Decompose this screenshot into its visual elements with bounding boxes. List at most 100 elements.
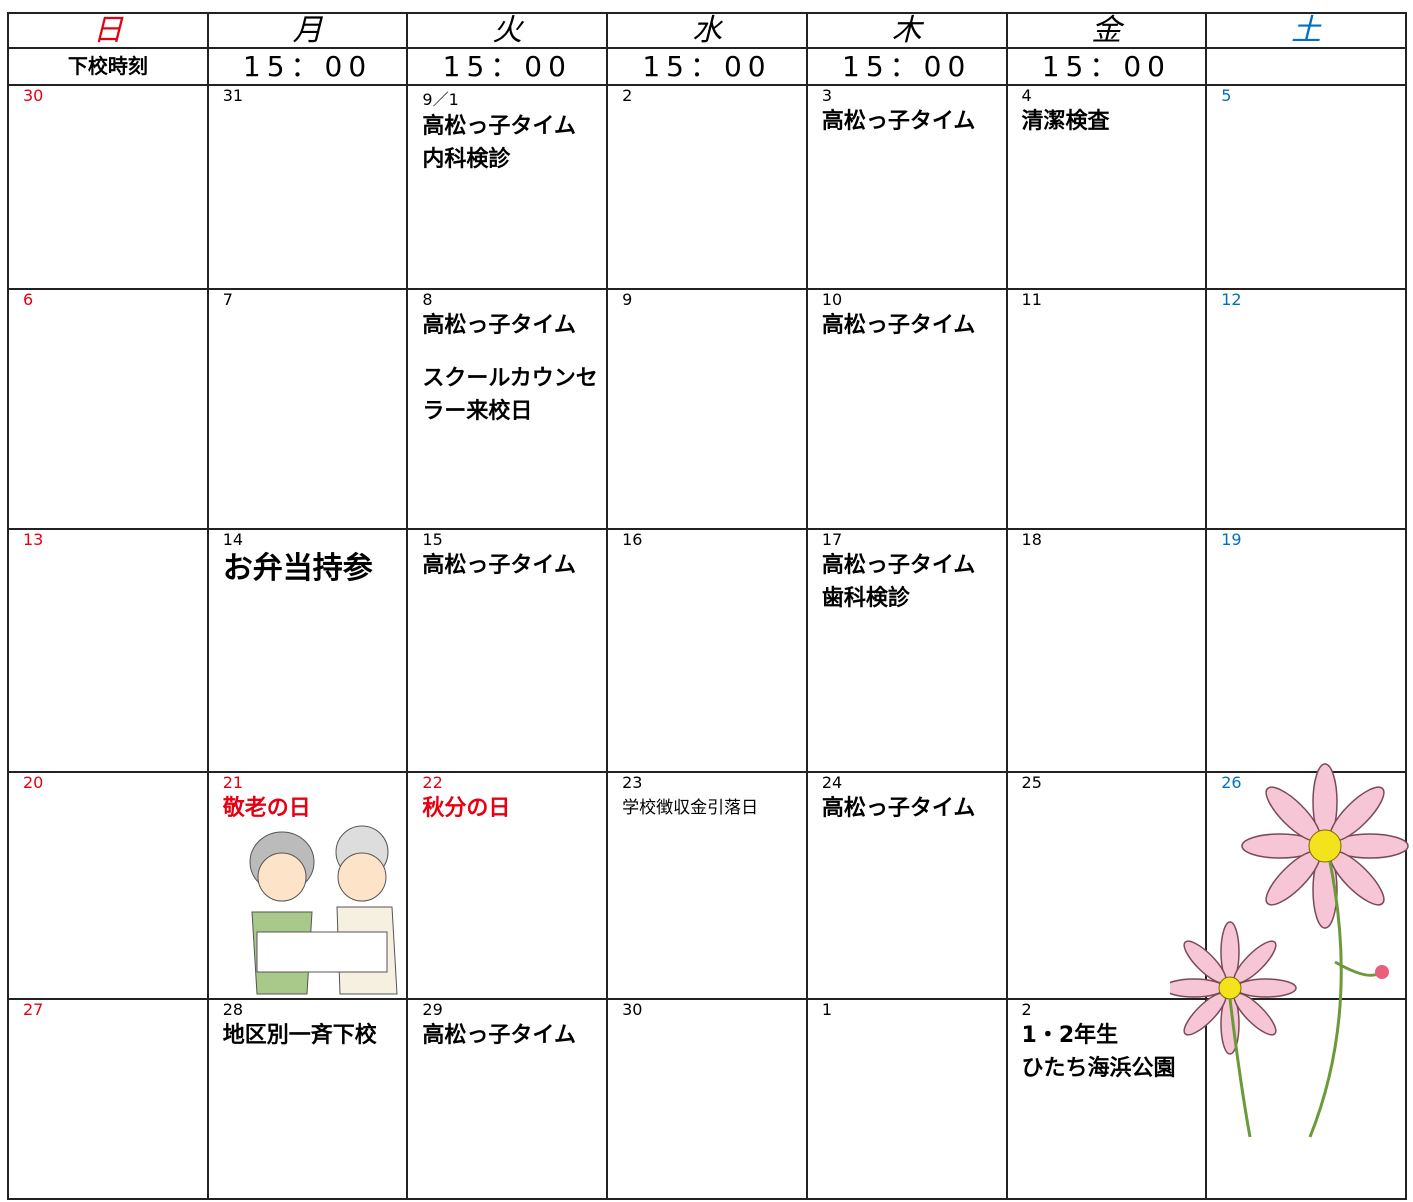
week-row: 6 7 8 高松っ子タイムスクールカウンセラー来校日 9 10 高松っ子タイム 11 12 [7,288,1407,530]
event: 清潔検査 [1021,109,1110,134]
day-cell: 18 [1005,528,1208,773]
weekday-header: 日 [7,12,209,49]
date: 26 [1221,773,1242,792]
event: 高松っ子タイム [821,796,976,821]
event: 秋分の日 [422,796,511,821]
date: 20 [23,773,44,792]
date: 11 [1021,290,1042,309]
day-cell: 2 1・2年生ひたち海浜公園 [1005,998,1208,1200]
day-cell: 31 [206,84,409,290]
day-cell: 10 高松っ子タイム [805,288,1008,530]
day-cell: 24 高松っ子タイム [805,771,1008,1000]
day-cell: 15 高松っ子タイム [406,528,609,773]
date: 2 [622,86,633,105]
dismissal-time: 15：00 [606,47,808,86]
day-cell: 14 お弁当持参 [206,528,409,773]
day-cell: 3 高松っ子タイム [805,84,1008,290]
dismissal-time: 15：00 [805,47,1008,86]
day-cell: 25 [1005,771,1208,1000]
weekday-header: 金 [1005,12,1208,49]
event: 高松っ子タイム [821,109,976,134]
weekday-header: 火 [406,12,609,49]
calendar: 日月火水木金土下校時刻 15：00 15：00 15：00 15：00 15：00 30 31… [7,12,1407,1200]
weekday-header: 水 [606,12,808,49]
day-cell: 11 [1005,288,1208,530]
event: 高松っ子タイム [422,114,576,139]
day-cell: 2 [606,84,808,290]
weekday-header: 土 [1205,12,1407,49]
date: 14 [222,530,244,549]
event: 高松っ子タイム [422,1023,576,1048]
weekday-header: 月 [206,12,409,49]
date: 13 [23,530,44,549]
day-cell: 9／1 高松っ子タイム 内科検診 [406,84,609,290]
day-cell: 30 [7,84,209,290]
event: スクールカウンセラー来校日 [422,366,598,424]
day-cell: 1 [805,998,1008,1200]
date: 9／1 [422,90,459,109]
day-cell: 16 [606,528,808,773]
date: 25 [1021,773,1042,792]
weekday-row: 日月火水木金土 [7,12,1407,49]
date: 5 [1221,86,1232,105]
week-row: 30 31 9／1 高松っ子タイム 内科検診 2 3 高松っ子タイム 4 清潔検査 5 [7,84,1407,290]
dismissal-row: 下校時刻 15：00 15：00 15：00 15：00 15：00 [7,47,1407,86]
day-cell: 4 清潔検査 [1005,84,1208,290]
date: 2 [1021,1000,1032,1019]
week-row: 20 21 敬老の日 22 秋分の日 23 学校徴収金引落日 24 高松っ子タイム 25 26 [7,771,1407,1000]
day-cell: 19 [1205,528,1407,773]
date: 6 [23,290,34,309]
day-cell: 9 [606,288,808,530]
day-cell: 29 高松っ子タイム [406,998,609,1200]
date: 23 [622,773,643,792]
day-cell: 22 秋分の日 [406,771,609,1000]
day-cell: 17 高松っ子タイム 歯科検診 [805,528,1008,773]
week-row: 27 28 地区別一斉下校 29 高松っ子タイム 30 1 2 1・2年生ひたち海浜公園 [7,998,1407,1200]
day-cell: 30 [606,998,808,1200]
day-cell: 12 [1205,288,1407,530]
event: お弁当持参 [222,551,373,586]
date: 29 [422,1000,443,1019]
dismissal-time: 15：00 [406,47,609,86]
event: 1・2年生 [1021,1023,1119,1048]
date: 19 [1221,530,1242,549]
day-cell: 27 [7,998,209,1200]
couple-illustration [249,825,398,995]
date: 9 [622,290,633,309]
dismissal-time: 15：00 [206,47,409,86]
day-cell: 28 地区別一斉下校 [206,998,409,1200]
date: 27 [23,1000,44,1019]
date: 3 [821,86,832,105]
event: 歯科検診 [821,586,910,611]
event: 高松っ子タイム [821,313,976,338]
day-cell: 23 学校徴収金引落日 [606,771,808,1000]
date: 15 [422,530,443,549]
dismissal-time: 15：00 [1005,47,1208,86]
date: 18 [1021,530,1042,549]
empty-cell [1205,47,1407,86]
date: 21 [222,773,244,792]
event: 内科検診 [422,147,511,172]
day-cell: 20 [7,771,209,1000]
date: 12 [1221,290,1242,309]
date: 7 [222,290,233,309]
dismissal-label: 下校時刻 [7,47,209,86]
event: 地区別一斉下校 [222,1023,377,1048]
date: 31 [222,86,244,105]
weekday-header: 木 [805,12,1008,49]
date: 30 [622,1000,643,1019]
date: 22 [422,773,443,792]
day-cell: 8 高松っ子タイムスクールカウンセラー来校日 [406,288,609,530]
event: 高松っ子タイム [422,313,576,338]
day-cell: 7 [206,288,409,530]
week-row: 13 14 お弁当持参 15 高松っ子タイム 16 17 高松っ子タイム 歯科検診 18 19 [7,528,1407,773]
cosmos-illustration [1170,763,1409,1138]
event: 学校徴収金引落日 [622,798,759,818]
date: 28 [222,1000,244,1019]
date: 1 [821,1000,832,1019]
date: 24 [821,773,843,792]
date: 4 [1021,86,1032,105]
date: 8 [422,290,433,309]
event: ひたち海浜公園 [1021,1056,1176,1081]
